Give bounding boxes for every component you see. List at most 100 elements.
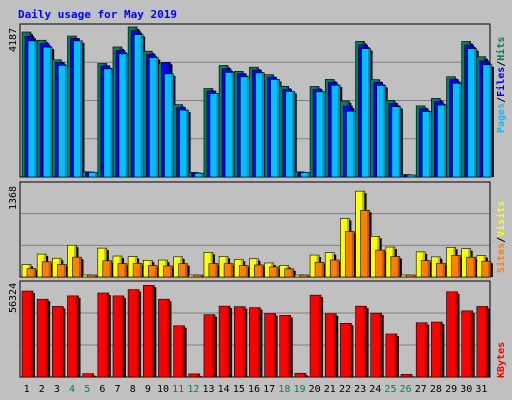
bar-kbytes-day-12	[188, 373, 202, 378]
bar-kbytes-day-25	[385, 333, 399, 378]
y-tick-label-kbytes: 56324	[8, 283, 19, 313]
bar-kbytes-day-7	[112, 295, 126, 378]
x-axis-day-labels: 1 2 3 4 5 6 7 8 9 10 11 12 13 14 15 16 17 18 19 20 21 22 23 24 2…	[24, 384, 488, 395]
bar-kbytes-day-22	[340, 323, 354, 378]
bar-kbytes-day-2	[36, 298, 51, 378]
bar-sites-day-21	[329, 259, 342, 278]
x-tick-label-day-22: 22	[339, 384, 351, 395]
legend-text-slash: /	[496, 97, 507, 103]
bar-sites-day-7	[117, 263, 129, 278]
x-tick-label-day-30: 30	[460, 384, 472, 395]
bar-sites-day-22	[345, 231, 357, 278]
legend-text-pages: Pages	[496, 103, 507, 133]
bar-kbytes-day-17	[264, 313, 278, 378]
bar-kbytes-day-14	[218, 305, 233, 378]
bar-kbytes-day-31	[476, 306, 490, 378]
bar-sites-day-23	[360, 210, 372, 278]
y-tick-label-visits: 1368	[8, 186, 19, 210]
x-tick-label-day-23: 23	[354, 384, 366, 395]
bar-sites-day-19	[299, 274, 310, 278]
bar-pages-day-26	[406, 174, 417, 178]
bar-kbytes-day-3	[52, 306, 66, 378]
bar-sites-day-14	[223, 263, 236, 278]
bar-pages-day-4	[73, 40, 85, 178]
bar-sites-day-18	[284, 268, 296, 278]
legend-text-visits: Visits	[495, 201, 507, 237]
x-tick-label-day-2: 2	[39, 384, 45, 395]
bar-kbytes-day-18	[279, 315, 293, 378]
bar-pages-day-25	[391, 106, 403, 178]
bar-kbytes-day-27	[415, 322, 430, 378]
bar-sites-day-5	[87, 274, 97, 278]
bar-kbytes-day-21	[324, 313, 339, 378]
legend-pages-files-hits: Pages/Files/Hits	[495, 37, 507, 133]
x-tick-label-day-8: 8	[130, 384, 136, 395]
kbytes-panel	[19, 280, 491, 378]
bar-kbytes-day-19	[294, 372, 308, 378]
x-tick-label-day-25: 25	[384, 384, 396, 395]
x-tick-label-day-10: 10	[157, 384, 169, 395]
bar-kbytes-day-26	[400, 374, 415, 378]
legend-text-files: Files	[495, 67, 507, 97]
bar-kbytes-day-30	[461, 310, 475, 378]
x-tick-label-day-9: 9	[145, 384, 151, 395]
x-tick-label-day-17: 17	[263, 384, 275, 395]
x-tick-label-day-29: 29	[445, 384, 457, 395]
bar-sites-day-27	[420, 260, 433, 278]
bar-pages-day-31	[482, 64, 494, 178]
visits-sites-panel	[19, 181, 493, 278]
bar-sites-day-11	[178, 263, 190, 278]
x-tick-label-day-19: 19	[293, 384, 305, 395]
bar-kbytes-day-28	[431, 321, 445, 378]
x-tick-label-day-3: 3	[54, 384, 60, 395]
bar-pages-day-18	[285, 91, 297, 178]
x-tick-label-day-28: 28	[430, 384, 442, 395]
bar-kbytes-day-6	[97, 292, 111, 378]
bar-kbytes-day-11	[173, 325, 187, 378]
legend-text-slash: /	[496, 61, 507, 67]
x-tick-label-day-27: 27	[415, 384, 427, 395]
bar-sites-day-10	[163, 265, 175, 278]
bar-kbytes-day-10	[158, 298, 172, 378]
x-tick-label-day-14: 14	[218, 384, 230, 395]
bar-kbytes-day-9	[142, 285, 157, 378]
x-tick-label-day-31: 31	[475, 384, 487, 395]
bar-kbytes-day-23	[355, 305, 369, 378]
hits-files-pages-panel	[19, 23, 494, 178]
legend-text-slash: /	[496, 237, 507, 243]
x-tick-label-day-21: 21	[324, 384, 336, 395]
bar-kbytes-day-29	[446, 291, 460, 378]
bar-sites-day-29	[451, 255, 463, 278]
bar-kbytes-day-13	[203, 314, 217, 378]
chart-title: Daily usage for May 2019	[18, 8, 177, 21]
x-tick-label-day-15: 15	[233, 384, 245, 395]
legend-text-kbytes: KBytes	[496, 342, 507, 378]
bar-sites-day-28	[436, 262, 448, 278]
bar-pages-day-11	[179, 109, 191, 178]
x-tick-label-day-24: 24	[369, 384, 381, 395]
x-tick-label-day-12: 12	[187, 384, 199, 395]
x-tick-label-day-6: 6	[99, 384, 105, 395]
x-tick-label-day-18: 18	[278, 384, 290, 395]
bar-kbytes-day-8	[127, 289, 142, 378]
bar-sites-day-13	[208, 263, 220, 278]
x-tick-label-day-16: 16	[248, 384, 260, 395]
x-tick-label-day-26: 26	[400, 384, 412, 395]
x-tick-label-day-20: 20	[309, 384, 321, 395]
bar-kbytes-day-16	[249, 307, 263, 378]
x-tick-label-day-13: 13	[202, 384, 214, 395]
x-tick-label-day-7: 7	[115, 384, 121, 395]
y-tick-label-hits: 4187	[8, 28, 19, 52]
bar-kbytes-day-20	[309, 294, 324, 378]
bar-sites-day-9	[147, 265, 160, 278]
bar-kbytes-day-1	[21, 290, 35, 378]
bar-kbytes-day-24	[370, 312, 384, 378]
bar-sites-day-17	[269, 266, 281, 278]
bar-sites-day-2	[41, 261, 54, 278]
bar-sites-day-16	[254, 264, 266, 278]
bar-sites-day-26	[405, 274, 416, 278]
bar-sites-day-3	[57, 264, 69, 278]
bar-sites-day-31	[481, 260, 493, 278]
legend-text-sites: Sites	[495, 243, 507, 273]
